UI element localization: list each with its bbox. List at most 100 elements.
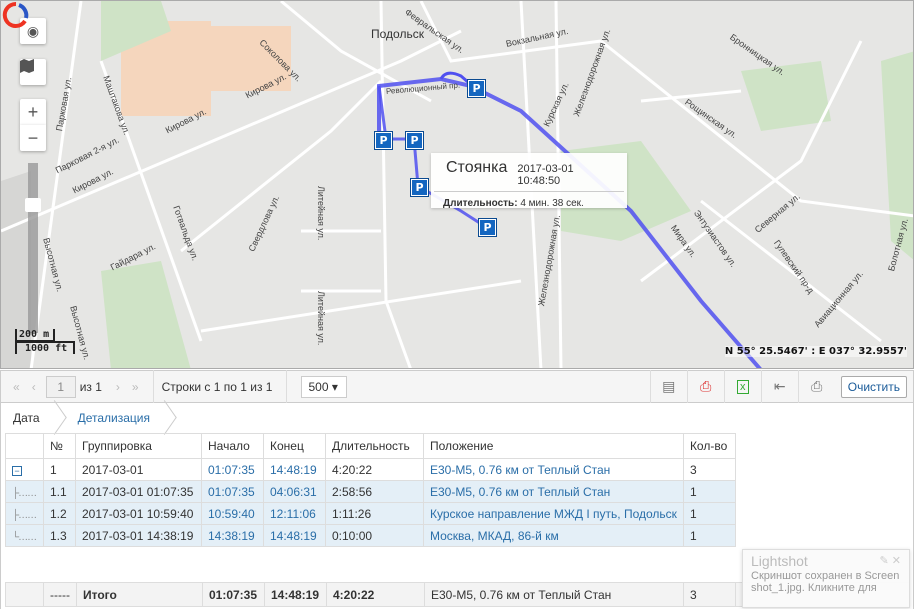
scale-bar: 200 m 1000 ft <box>15 329 75 354</box>
cell-grouping: 2017-03-01 <box>75 458 202 481</box>
table-header: № Группировка Начало Конец Длительность … <box>5 433 736 459</box>
export-button[interactable]: ⇤ <box>760 370 798 403</box>
page-input[interactable]: 1 <box>45 375 76 398</box>
scale-imperial: 1000 ft <box>15 341 75 354</box>
cell-count: 1 <box>682 502 736 525</box>
document-icon: ▤ <box>662 378 676 394</box>
cell-grouping: 2017-03-01 01:07:35 <box>75 480 202 503</box>
cell-grouping: 2017-03-01 10:59:40 <box>75 502 202 525</box>
page-size-select[interactable]: 500 ▾ <box>301 375 348 398</box>
cell-grouping: 2017-03-01 14:38:19 <box>75 524 202 547</box>
header-end[interactable]: Конец <box>263 433 326 459</box>
cell-duration: 2:58:56 <box>325 480 424 503</box>
cell-start[interactable]: 14:38:19 <box>201 524 264 547</box>
cell-duration: 1:11:26 <box>325 502 424 525</box>
page-count: из 1 <box>79 379 102 394</box>
prev-page-button[interactable]: ‹ <box>31 379 36 394</box>
cell-start[interactable]: 01:07:35 <box>201 458 264 481</box>
breadcrumb-details[interactable]: Детализация <box>77 411 150 425</box>
cell-location[interactable]: Курское направление МЖД I путь, Подольск <box>423 502 684 525</box>
eye-icon: ◉ <box>26 22 40 39</box>
close-icon[interactable]: ✎ ✕ <box>879 555 902 567</box>
print-button[interactable]: ⎙ <box>797 370 835 403</box>
table-row[interactable]: ├…… 1.2 2017-03-01 10:59:40 10:59:40 12:… <box>5 502 736 525</box>
cell-number: 1.2 <box>43 502 76 525</box>
cell-duration: 0:10:00 <box>325 524 424 547</box>
columns-button[interactable]: ▤ <box>649 370 687 403</box>
parking-marker[interactable]: P <box>405 131 424 150</box>
table-row[interactable]: − 1 2017-03-01 01:07:35 14:48:19 4:20:22… <box>5 458 736 481</box>
header-start[interactable]: Начало <box>201 433 264 459</box>
print-icon: ⎙ <box>811 378 823 394</box>
total-label: Итого <box>75 582 203 607</box>
lightshot-title: Lightshot <box>751 553 808 569</box>
tree-branch-icon: └…… <box>12 531 37 543</box>
header-location[interactable]: Положение <box>423 433 684 459</box>
report-table: № Группировка Начало Конец Длительность … <box>5 433 736 547</box>
zoom-out-button[interactable]: − <box>20 125 46 151</box>
clear-button[interactable]: Очистить <box>840 375 907 398</box>
cell-number: 1.1 <box>43 480 76 503</box>
cell-location[interactable]: E30-M5, 0.76 км от Теплый Стан <box>423 458 684 481</box>
parking-marker[interactable]: P <box>374 131 393 150</box>
rows-info: Строки с 1 по 1 из 1 <box>161 379 273 394</box>
map-layers-button[interactable] <box>20 59 46 85</box>
report-toolbar: « ‹ 1 из 1 › » Строки с 1 по 1 из 1 500 … <box>0 370 914 403</box>
header-count[interactable]: Кол-во <box>682 433 736 459</box>
cell-end[interactable]: 12:11:06 <box>263 502 326 525</box>
coordinates-readout: N 55° 25.5467' : E 037° 32.9557' <box>724 346 907 357</box>
tree-branch-icon: ├…… <box>12 509 37 521</box>
street-label: Литейная ул. <box>316 291 326 346</box>
popup-duration-label: Длительность: <box>443 198 518 209</box>
cell-end[interactable]: 14:48:19 <box>263 458 326 481</box>
zoom-in-button[interactable]: + <box>20 99 46 125</box>
page-size-value: 500 <box>308 379 329 394</box>
last-page-button[interactable]: » <box>131 379 139 394</box>
popup-title: Стоянка <box>446 159 508 176</box>
first-page-button[interactable]: « <box>13 379 20 394</box>
parking-marker[interactable]: P <box>410 178 429 197</box>
map-icon <box>20 59 34 73</box>
lightshot-message: Скриншот сохранен в Screenshot_1.jpg. Кл… <box>751 570 900 594</box>
pdf-icon: ⎙ <box>700 378 712 394</box>
map[interactable]: Подольск Кирова ул. Кирова ул. Кирова ул… <box>0 0 914 369</box>
file-export-icon: ⇤ <box>773 378 786 394</box>
header-number[interactable]: № <box>43 433 76 459</box>
parking-popup: Стоянка 2017-03-01 10:48:50 Длительность:… <box>431 153 627 209</box>
export-pdf-button[interactable]: ⎙ <box>686 370 724 403</box>
cell-count: 3 <box>682 458 736 481</box>
parking-marker[interactable]: P <box>478 218 497 237</box>
collapse-icon[interactable]: − <box>12 465 22 476</box>
cell-count: 1 <box>682 480 736 503</box>
zoom-slider[interactable] <box>28 163 38 333</box>
total-end: 14:48:19 <box>263 582 327 607</box>
cell-location[interactable]: Москва, МКАД, 86-й км <box>423 524 684 547</box>
header-grouping[interactable]: Группировка <box>75 433 202 459</box>
table-row[interactable]: └…… 1.3 2017-03-01 14:38:19 14:38:19 14:… <box>5 524 736 547</box>
cell-start[interactable]: 10:59:40 <box>201 502 264 525</box>
street-label: Литейная ул. <box>316 186 326 241</box>
breadcrumb: Дата Детализация <box>0 403 914 433</box>
popup-duration-value: 4 мин. 38 сек. <box>520 198 584 209</box>
cell-duration: 4:20:22 <box>325 458 424 481</box>
zoom-slider-handle[interactable] <box>25 198 41 212</box>
total-location: E30-M5, 0.76 км от Теплый Стан <box>423 582 684 607</box>
cell-number: 1.3 <box>43 524 76 547</box>
parking-marker[interactable]: P <box>467 79 486 98</box>
tree-branch-icon: ├…… <box>12 487 37 499</box>
city-label: Подольск <box>371 27 424 41</box>
total-row: ----- Итого 01:07:35 14:48:19 4:20:22 E3… <box>5 582 910 607</box>
cell-end[interactable]: 14:48:19 <box>263 524 326 547</box>
lightshot-notification[interactable]: Lightshot Скриншот сохранен в Screenshot… <box>742 549 910 608</box>
table-row[interactable]: ├…… 1.1 2017-03-01 01:07:35 01:07:35 04:… <box>5 480 736 503</box>
cell-location[interactable]: E30-M5, 0.76 км от Теплый Стан <box>423 480 684 503</box>
cell-number: 1 <box>43 458 76 481</box>
breadcrumb-date[interactable]: Дата <box>13 411 40 425</box>
cell-start[interactable]: 01:07:35 <box>201 480 264 503</box>
total-start: 01:07:35 <box>201 582 265 607</box>
popup-datetime: 2017-03-01 10:48:50 <box>517 163 574 187</box>
next-page-button[interactable]: › <box>115 379 120 394</box>
cell-end[interactable]: 04:06:31 <box>263 480 326 503</box>
header-duration[interactable]: Длительность <box>325 433 424 459</box>
export-excel-button[interactable]: x <box>723 370 761 403</box>
